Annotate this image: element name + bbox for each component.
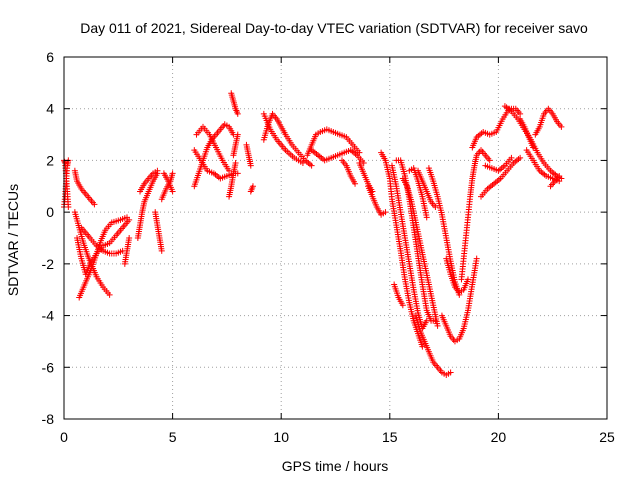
data-point bbox=[517, 110, 524, 117]
data-point bbox=[123, 214, 130, 221]
y-tick-label: -6 bbox=[42, 359, 55, 375]
data-point bbox=[232, 160, 239, 167]
data-point bbox=[556, 172, 563, 179]
data-point bbox=[419, 343, 426, 350]
data-point bbox=[517, 154, 524, 161]
data-point bbox=[249, 183, 256, 190]
x-tick-label: 15 bbox=[382, 429, 398, 445]
data-point bbox=[154, 167, 161, 174]
data-point bbox=[434, 322, 441, 329]
y-tick-label: -4 bbox=[42, 308, 55, 324]
data-point bbox=[399, 302, 406, 309]
data-point bbox=[91, 201, 98, 208]
data-point bbox=[382, 209, 389, 216]
y-tick-label: -2 bbox=[42, 256, 55, 272]
y-axis-ticks: -8 -6 -4 -2 0 2 4 6 bbox=[42, 49, 607, 427]
y-tick-label: 6 bbox=[46, 49, 54, 65]
data-point bbox=[299, 160, 306, 167]
data-point bbox=[158, 247, 165, 254]
y-tick-label: 4 bbox=[46, 101, 54, 117]
plot-frame bbox=[63, 56, 608, 420]
y-axis-label: SDTVAR / TECUs bbox=[5, 184, 21, 296]
y-tick-label: 0 bbox=[46, 204, 54, 220]
data-point bbox=[126, 235, 133, 241]
x-tick-label: 25 bbox=[599, 429, 615, 445]
chart-title: Day 011 of 2021, Sidereal Day-to-day VTE… bbox=[80, 20, 588, 36]
data-point bbox=[486, 157, 493, 164]
data-point bbox=[473, 255, 480, 262]
x-tick-label: 0 bbox=[60, 429, 68, 445]
grid bbox=[64, 57, 607, 419]
y-tick-label: 2 bbox=[46, 152, 54, 168]
data-point bbox=[247, 162, 254, 169]
x-tick-label: 20 bbox=[491, 429, 507, 445]
x-axis-ticks: 0 5 10 15 20 25 bbox=[60, 57, 615, 445]
data-point bbox=[169, 170, 176, 177]
x-tick-label: 10 bbox=[273, 429, 289, 445]
data-point bbox=[508, 154, 515, 161]
data-point bbox=[169, 188, 176, 195]
data-point bbox=[464, 276, 471, 283]
data-point bbox=[530, 144, 537, 151]
y-tick-label: -8 bbox=[42, 411, 55, 427]
data-point bbox=[234, 110, 241, 117]
data-point bbox=[308, 162, 315, 169]
data-point bbox=[432, 203, 439, 210]
data-point bbox=[226, 167, 233, 174]
data-point bbox=[447, 369, 454, 376]
data-point bbox=[352, 180, 359, 187]
data-point bbox=[558, 123, 565, 130]
x-axis-label: GPS time / hours bbox=[282, 458, 389, 474]
x-tick-label: 5 bbox=[169, 429, 177, 445]
data-points bbox=[61, 90, 565, 379]
data-point bbox=[106, 291, 113, 298]
data-point bbox=[423, 214, 430, 221]
data-point bbox=[234, 131, 241, 138]
